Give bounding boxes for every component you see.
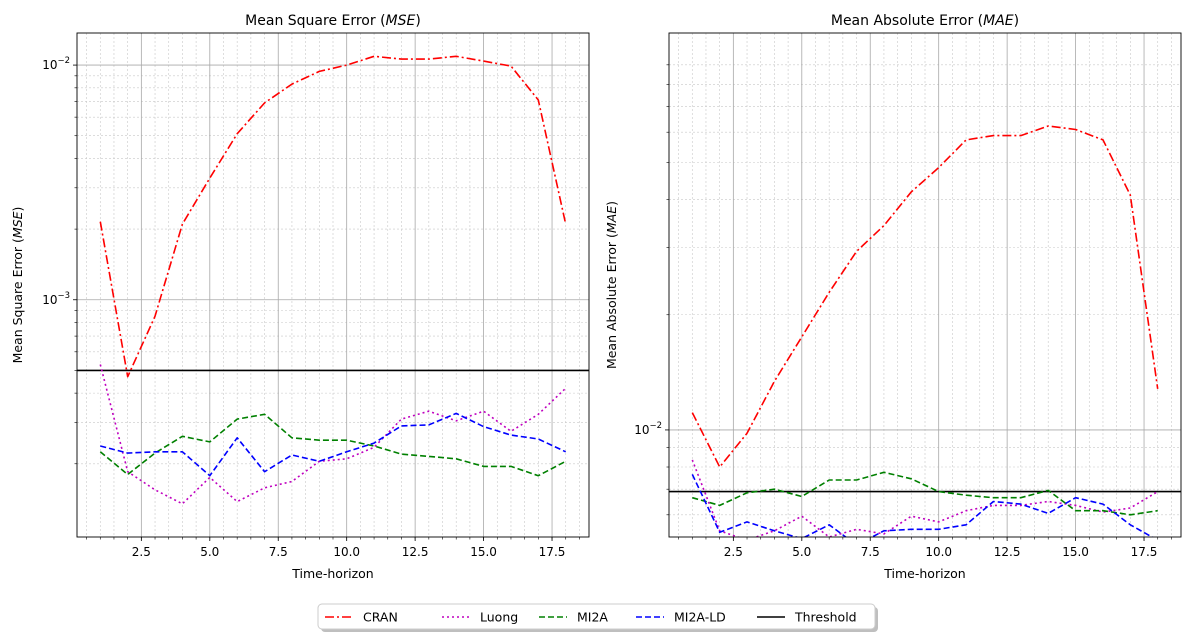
legend-entry-threshold: Threshold (757, 610, 857, 625)
legend-entry-luong: Luong (442, 610, 518, 625)
y-axis-label: Mean Square Error (MSE) (10, 207, 25, 364)
series-line-mi2a-ld (100, 412, 567, 477)
plot-area (669, 125, 1181, 537)
chart-panel-1: 2.5 5.0 7.5 10.0 12.5 15.0 17.5 10−3 10−2 Mean Sq… (10, 13, 590, 581)
x-tick-label: 5.0 (200, 545, 219, 559)
series-line-luong (691, 459, 1159, 537)
series-line-mi2a (99, 413, 567, 477)
x-tick-label: 5.0 (792, 545, 811, 559)
chart-title: Mean Square Error (MSE) (245, 13, 421, 29)
x-tick-label: 15.0 (1062, 545, 1089, 559)
x-tick-label: 2.5 (132, 545, 151, 559)
legend-entry-cran: CRAN (325, 610, 398, 625)
axes-frame (76, 32, 590, 538)
series-line-luong (99, 364, 567, 505)
y-tick-label: 10−2 (634, 421, 662, 437)
legend-entry-mi2a: MI2A (539, 610, 608, 625)
series-line-cran (99, 55, 567, 378)
legend-label: CRAN (363, 610, 398, 625)
axes-frame (668, 32, 1182, 538)
chart-panel-2: 2.5 5.0 7.5 10.0 12.5 15.0 17.5 10−2 Mean Absolu… (604, 13, 1182, 581)
chart-title: Mean Absolute Error (MAE) (831, 13, 1019, 29)
x-tick-label: 7.5 (269, 545, 288, 559)
y-tick-label: 10−2 (42, 56, 70, 72)
legend-entry-mi2a-ld: MI2A-LD (636, 610, 726, 625)
x-tick-label: 2.5 (724, 545, 743, 559)
x-tick-label: 7.5 (861, 545, 880, 559)
legend-label: MI2A-LD (674, 610, 726, 625)
x-axis-label: Time-horizon (291, 566, 373, 581)
x-tick-label: 10.0 (333, 545, 360, 559)
legend: CRAN Luong MI2A MI2A-LD Threshold (317, 603, 878, 632)
legend-label: MI2A (577, 610, 608, 625)
legend-box (317, 603, 876, 630)
x-tick-label: 17.5 (1131, 545, 1158, 559)
x-tick-label: 12.5 (402, 545, 429, 559)
legend-label: Luong (480, 610, 518, 625)
y-tick-label: 10−3 (42, 291, 70, 307)
y-axis-label: Mean Absolute Error (MAE) (604, 201, 619, 369)
x-axis-label: Time-horizon (883, 566, 965, 581)
series-line-mi2a-ld (691, 474, 1154, 537)
x-tick-label: 17.5 (539, 545, 566, 559)
series-line-cran (691, 125, 1159, 468)
series-line-mi2a (692, 471, 1158, 516)
plot-area (77, 55, 589, 505)
legend-label: Threshold (794, 610, 857, 625)
x-tick-label: 15.0 (470, 545, 497, 559)
x-tick-label: 12.5 (994, 545, 1021, 559)
x-tick-label: 10.0 (925, 545, 952, 559)
